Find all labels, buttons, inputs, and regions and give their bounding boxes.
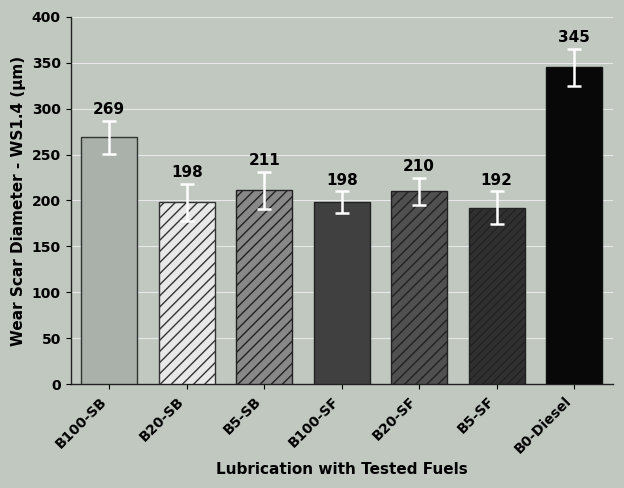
Text: 192: 192 bbox=[480, 173, 512, 187]
Text: 210: 210 bbox=[403, 159, 435, 174]
Text: 269: 269 bbox=[93, 102, 125, 117]
Bar bbox=[236, 190, 292, 385]
Bar bbox=[81, 137, 137, 385]
Bar bbox=[314, 203, 369, 385]
Text: 198: 198 bbox=[326, 173, 358, 187]
Text: 345: 345 bbox=[558, 30, 590, 45]
Text: 198: 198 bbox=[171, 165, 203, 180]
Bar bbox=[469, 208, 525, 385]
X-axis label: Lubrication with Tested Fuels: Lubrication with Tested Fuels bbox=[216, 462, 467, 477]
Y-axis label: Wear Scar Diameter - WS1.4 (μm): Wear Scar Diameter - WS1.4 (μm) bbox=[11, 56, 26, 346]
Bar bbox=[546, 67, 602, 385]
Bar bbox=[391, 191, 447, 385]
Text: 211: 211 bbox=[248, 153, 280, 168]
Bar bbox=[159, 203, 215, 385]
